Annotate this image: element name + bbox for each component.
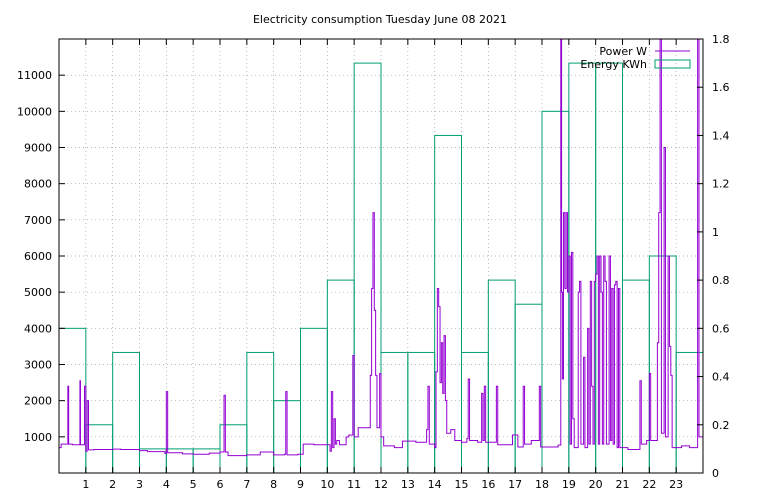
x-tick-label: 18 — [535, 478, 549, 491]
x-tick-label: 8 — [270, 478, 277, 491]
x-tick-label: 23 — [669, 478, 683, 491]
y2-tick-label: 0.4 — [712, 371, 730, 384]
y-tick-label: 8000 — [24, 178, 52, 191]
energy-bar — [139, 448, 167, 474]
x-tick-label: 20 — [589, 478, 603, 491]
y-tick-label: 1000 — [24, 431, 52, 444]
y-tick-label: 3000 — [24, 359, 52, 372]
x-tick-label: 17 — [508, 478, 522, 491]
x-tick-label: 7 — [243, 478, 250, 491]
y2-tick-label: 1.6 — [712, 81, 730, 94]
legend: Power W Energy KWh — [580, 45, 691, 71]
x-tick-label: 22 — [642, 478, 656, 491]
energy-bar — [192, 448, 221, 474]
y-tick-label: 2000 — [24, 395, 52, 408]
x-tick-label: 13 — [401, 478, 415, 491]
y2-tick-label: 1 — [712, 226, 719, 239]
y2-tick-label: 1.4 — [712, 129, 730, 142]
legend-energy-label: Energy KWh — [580, 58, 647, 71]
y-tick-label: 5000 — [24, 286, 52, 299]
y-tick-label: 7000 — [24, 214, 52, 227]
x-tick-label: 10 — [320, 478, 334, 491]
y2-tick-label: 0 — [712, 467, 719, 480]
x-tick-label: 2 — [109, 478, 116, 491]
tick-labels: 1 2 3 4 5 6 7 8 9 10 11 12 13 14 15 16 17 18 19 20 21 22 23100… — [17, 33, 730, 491]
x-tick-label: 21 — [616, 478, 630, 491]
power-line — [59, 39, 703, 457]
x-tick-label: 15 — [455, 478, 469, 491]
energy-bar — [407, 351, 436, 474]
y-tick-label: 6000 — [24, 250, 52, 263]
x-tick-label: 12 — [374, 478, 388, 491]
y-tick-label: 11000 — [17, 69, 52, 82]
energy-bar — [112, 351, 140, 474]
y-tick-label: 9000 — [24, 142, 52, 155]
y2-tick-label: 0.8 — [712, 274, 730, 287]
energy-bar — [487, 279, 516, 474]
energy-bar — [380, 351, 409, 474]
x-tick-label: 16 — [481, 478, 495, 491]
x-tick-label: 11 — [347, 478, 361, 491]
energy-bar — [85, 424, 114, 474]
x-tick-label: 1 — [82, 478, 89, 491]
y-tick-label: 4000 — [24, 322, 52, 335]
x-tick-label: 3 — [136, 478, 143, 491]
x-tick-label: 6 — [217, 478, 224, 491]
legend-energy-swatch — [654, 59, 691, 69]
x-tick-label: 4 — [163, 478, 170, 491]
y2-tick-label: 0.2 — [712, 419, 730, 432]
chart-title: Electricity consumption Tuesday June 08 … — [253, 13, 507, 26]
power-line-layer — [59, 39, 703, 457]
x-tick-label: 5 — [190, 478, 197, 491]
y-tick-label: 10000 — [17, 105, 52, 118]
legend-power-label: Power W — [599, 45, 647, 58]
x-tick-label: 14 — [428, 478, 442, 491]
y2-tick-label: 0.6 — [712, 322, 730, 335]
y2-tick-label: 1.2 — [712, 178, 730, 191]
x-tick-label: 19 — [562, 478, 576, 491]
y2-tick-label: 1.8 — [712, 33, 730, 46]
x-tick-label: 9 — [297, 478, 304, 491]
energy-bar — [514, 303, 543, 474]
